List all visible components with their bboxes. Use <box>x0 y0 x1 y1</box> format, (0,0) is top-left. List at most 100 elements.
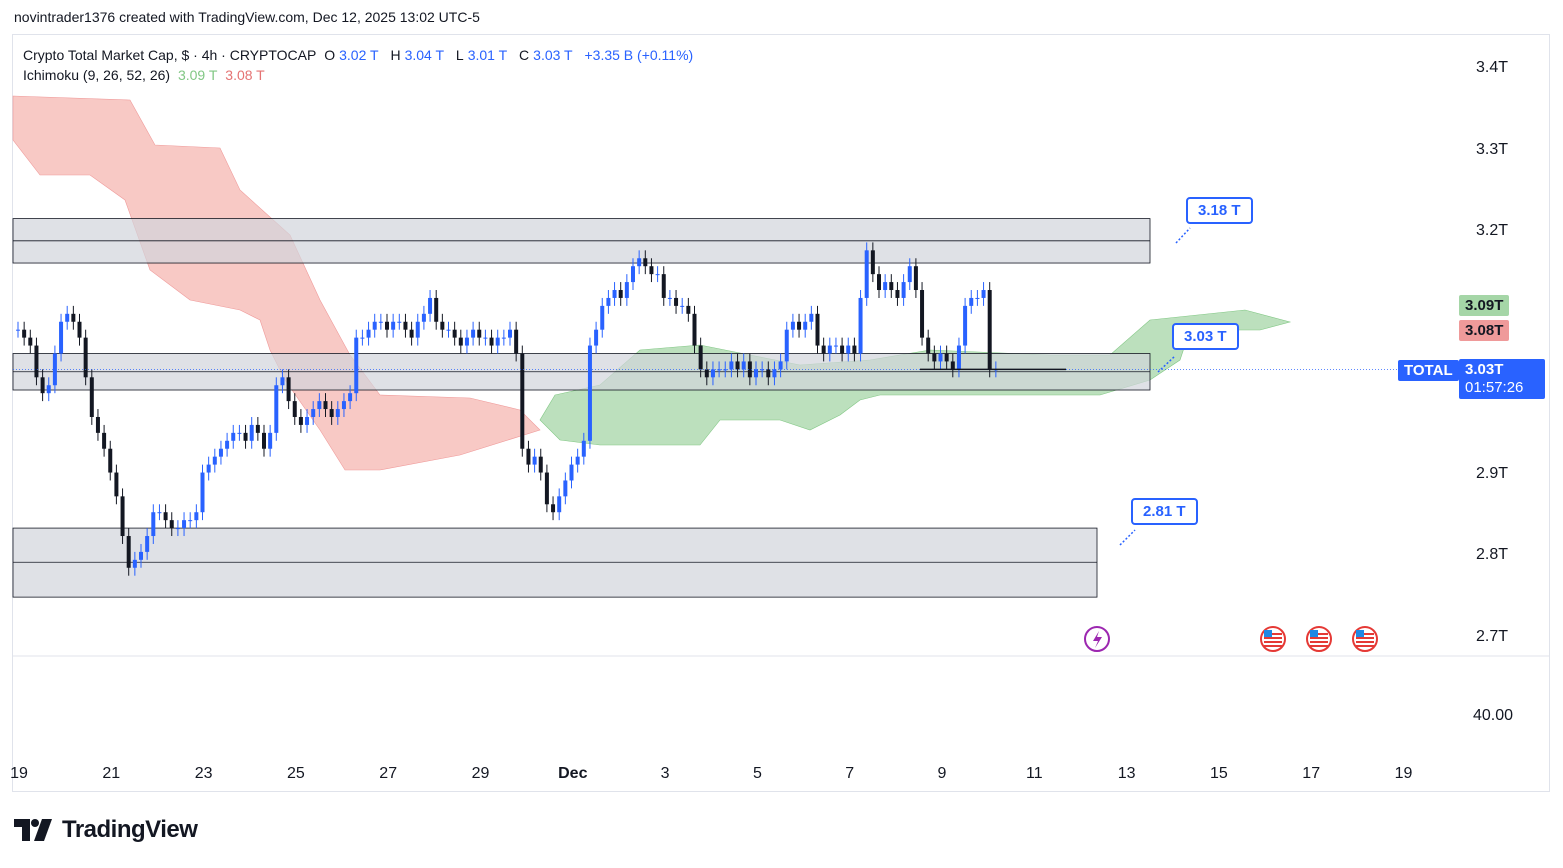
candle-body <box>760 369 765 371</box>
candle-body <box>268 432 273 449</box>
candle <box>292 393 297 425</box>
annotation-lower[interactable]: 2.81 T <box>1131 498 1198 525</box>
candle-body <box>938 353 943 362</box>
candle-body <box>329 409 334 417</box>
us-flag-stripe <box>1264 637 1282 639</box>
candle <box>415 313 420 346</box>
candle-body <box>440 321 445 330</box>
candle <box>52 345 57 394</box>
candle <box>772 361 777 386</box>
x-tick-label: 27 <box>379 765 397 782</box>
us-flag-stripe <box>1310 633 1328 635</box>
us-flag-canton <box>1356 630 1364 637</box>
candle <box>102 424 107 457</box>
candle <box>194 504 199 529</box>
candle-body <box>188 520 193 522</box>
candle-body <box>139 551 143 560</box>
candle-body <box>262 432 266 449</box>
tradingview-logo[interactable]: TradingView <box>14 816 198 844</box>
candle <box>175 520 180 537</box>
candle-body <box>194 512 199 521</box>
candle <box>225 432 230 457</box>
candle-body <box>747 361 752 378</box>
ichimoku-cloud <box>12 95 1292 471</box>
candle-body <box>766 369 771 378</box>
candle <box>747 353 752 386</box>
candle-body <box>280 377 285 386</box>
candle <box>877 266 881 298</box>
us-flag-canton <box>1264 630 1272 637</box>
candle-body <box>877 274 881 291</box>
candle-body <box>464 337 469 346</box>
candle-body <box>237 432 242 434</box>
x-tick-label: 29 <box>472 765 490 782</box>
candle <box>674 290 679 314</box>
candle <box>661 266 666 306</box>
candle-body <box>624 282 629 298</box>
event-icons <box>1084 626 1378 652</box>
candle-body <box>348 393 353 402</box>
chart-frame[interactable] <box>12 34 1550 792</box>
candle <box>840 337 845 362</box>
candle-body <box>797 321 802 330</box>
candle <box>833 337 838 354</box>
candle-body <box>28 337 33 346</box>
candle <box>852 337 857 362</box>
candle-body <box>729 361 734 370</box>
candle <box>723 361 728 378</box>
candle-body <box>298 416 303 425</box>
candle <box>538 448 543 481</box>
candle <box>956 337 961 378</box>
candle-body <box>335 409 340 417</box>
candle <box>108 440 113 481</box>
candle-body <box>649 266 654 275</box>
candle-body <box>815 313 820 346</box>
candle <box>145 528 150 560</box>
candle <box>132 551 137 576</box>
candle <box>403 313 408 338</box>
annotation-mid[interactable]: 3.03 T <box>1172 323 1239 350</box>
candle <box>440 313 445 338</box>
candle-body <box>686 305 691 314</box>
candle-body <box>409 329 414 338</box>
y-tick-label: 2.7T <box>1476 628 1508 645</box>
candle <box>710 361 715 386</box>
candle-body <box>920 290 925 338</box>
candle <box>28 329 33 354</box>
candle <box>237 424 242 441</box>
candle-body <box>83 337 88 378</box>
candle-body <box>16 329 20 331</box>
annotation-upper[interactable]: 3.18 T <box>1186 197 1253 224</box>
candle <box>963 297 968 354</box>
candle <box>809 305 814 330</box>
candle-body <box>594 329 599 346</box>
candle <box>508 321 512 346</box>
span-a-badge: 3.09T <box>1459 295 1510 316</box>
candle <box>618 282 623 306</box>
candle <box>544 464 549 513</box>
candle-body <box>52 353 57 386</box>
candle <box>569 456 574 489</box>
candle <box>754 361 758 386</box>
symbol-tag: TOTAL <box>1398 360 1459 381</box>
candle-body <box>901 282 906 298</box>
y-tick-label: 2.9T <box>1476 465 1508 482</box>
tradingview-logo-icon <box>14 819 52 841</box>
candle-body <box>372 321 377 330</box>
candle-body <box>692 313 697 346</box>
candle-body <box>987 290 992 370</box>
attribution-text: novintrader1376 created with TradingView… <box>14 9 480 25</box>
candle <box>686 297 691 322</box>
candle-body <box>108 448 113 473</box>
candle <box>354 329 359 402</box>
candle-body <box>120 496 125 537</box>
us-flag-stripe <box>1356 641 1374 643</box>
candle <box>870 242 875 283</box>
candle-body <box>71 313 76 322</box>
candle-body <box>526 448 531 465</box>
candle <box>913 258 918 298</box>
candle <box>932 345 937 370</box>
candle <box>274 377 279 441</box>
candle <box>631 258 635 291</box>
